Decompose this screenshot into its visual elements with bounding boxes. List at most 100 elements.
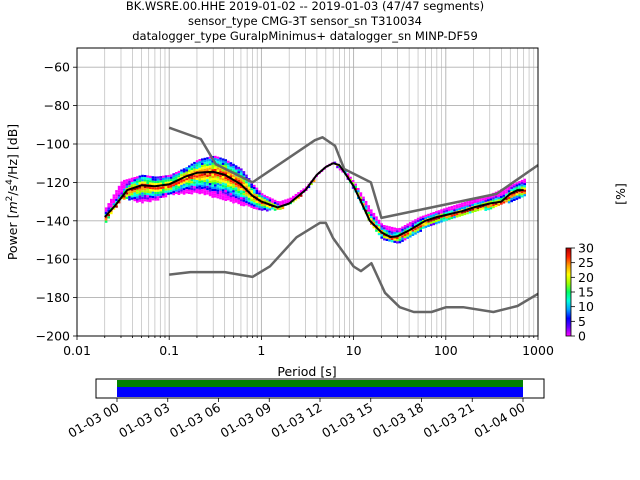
timeline-tick-label: 01-03 18	[370, 400, 426, 441]
heatmap-cell	[461, 213, 464, 216]
heatmap-cell	[216, 176, 220, 179]
heatmap-cell	[227, 165, 230, 168]
heatmap-cell	[203, 175, 207, 178]
heatmap-cell	[455, 208, 459, 211]
heatmap-cell	[237, 186, 240, 189]
heatmap-cell	[125, 183, 129, 186]
heatmap-cell	[195, 184, 199, 187]
heatmap-cell	[177, 173, 181, 176]
heatmap-cell	[523, 194, 526, 197]
heatmap-cell	[211, 193, 214, 196]
heatmap-cell	[177, 184, 181, 187]
heatmap-cell	[141, 181, 144, 184]
timeline-tick-label: 01-03 03	[116, 400, 172, 441]
heatmap-cell	[185, 182, 188, 185]
heatmap-cell	[489, 198, 493, 201]
heatmap-cell	[362, 201, 365, 204]
heatmap-cell	[401, 228, 404, 231]
heatmap-cell	[237, 193, 240, 196]
heatmap-cell	[461, 211, 464, 214]
heatmap-cell	[138, 190, 142, 194]
heatmap-cell	[502, 190, 506, 193]
heatmap-cell	[471, 199, 474, 202]
heatmap-cell	[182, 170, 186, 173]
heatmap-cell	[162, 188, 165, 192]
heatmap-cell	[203, 193, 207, 196]
heatmap-cell	[237, 188, 240, 191]
heatmap-cell	[154, 196, 157, 199]
heatmap-cell	[164, 181, 168, 185]
heatmap-cell	[112, 194, 116, 197]
heatmap-cell	[333, 161, 337, 164]
heatmap-cell	[487, 205, 490, 208]
heatmap-cell	[476, 209, 480, 212]
heatmap-cell	[414, 219, 417, 222]
heatmap-cell	[164, 192, 168, 196]
heatmap-cell	[138, 188, 142, 191]
heatmap-cell	[432, 220, 435, 223]
heatmap-cell	[120, 183, 123, 186]
heatmap-cell	[255, 192, 259, 195]
heatmap-cell	[172, 186, 175, 189]
heatmap-cell	[224, 161, 227, 164]
heatmap-cell	[380, 236, 383, 239]
heatmap-cell	[128, 198, 131, 201]
heatmap-cell	[367, 214, 370, 217]
heatmap-cell	[193, 164, 196, 167]
heatmap-cell	[203, 179, 207, 182]
heatmap-cell	[380, 227, 383, 230]
heatmap-cell	[409, 224, 412, 227]
heatmap-cell	[229, 166, 233, 169]
heatmap-cell	[125, 188, 129, 191]
heatmap-cell	[156, 191, 160, 194]
heatmap-cell	[208, 172, 212, 175]
colorbar-tick-label: 20	[578, 270, 594, 285]
heatmap-cell	[242, 171, 246, 174]
heatmap-cell	[427, 222, 430, 225]
heatmap-cell	[435, 213, 438, 216]
heatmap-cell	[273, 208, 277, 211]
heatmap-cell	[190, 176, 194, 179]
heatmap-cell	[242, 190, 246, 194]
heatmap-cell	[393, 234, 396, 237]
heatmap-cell	[442, 212, 446, 215]
heatmap-cell	[500, 202, 503, 205]
heatmap-cell	[177, 190, 181, 193]
heatmap-cell	[390, 231, 394, 234]
heatmap-cell	[440, 213, 443, 216]
heatmap-cell	[518, 192, 521, 195]
heatmap-cell	[229, 175, 233, 178]
heatmap-cell	[214, 166, 217, 169]
heatmap-cell	[175, 187, 178, 190]
heatmap-cell	[232, 199, 235, 202]
heatmap-cell	[138, 182, 142, 185]
heatmap-cell	[424, 225, 428, 228]
heatmap-cell	[520, 186, 524, 189]
heatmap-cell	[190, 185, 194, 188]
heatmap-cell	[435, 222, 438, 225]
heatmap-cell	[198, 189, 201, 192]
heatmap-cell	[151, 193, 155, 196]
heatmap-cell	[219, 197, 222, 200]
heatmap-cell	[445, 209, 448, 212]
heatmap-cell	[247, 202, 251, 205]
heatmap-cell	[513, 183, 516, 186]
heatmap-cell	[419, 216, 422, 219]
heatmap-cell	[414, 228, 417, 231]
heatmap-cell	[112, 201, 116, 204]
heatmap-cell	[185, 173, 188, 176]
heatmap-cell	[419, 220, 422, 224]
heatmap-cell	[513, 198, 516, 201]
heatmap-cell	[125, 179, 129, 182]
heatmap-cell	[224, 183, 227, 186]
heatmap-cell	[416, 226, 420, 229]
heatmap-cell	[279, 207, 282, 210]
heatmap-cell	[203, 190, 207, 193]
heatmap-cell	[214, 164, 217, 167]
heatmap-cell	[123, 188, 126, 191]
heatmap-cell	[419, 229, 422, 232]
heatmap-cell	[510, 197, 513, 200]
heatmap-cell	[185, 180, 188, 183]
heatmap-cell	[513, 187, 516, 190]
heatmap-cell	[383, 236, 386, 239]
